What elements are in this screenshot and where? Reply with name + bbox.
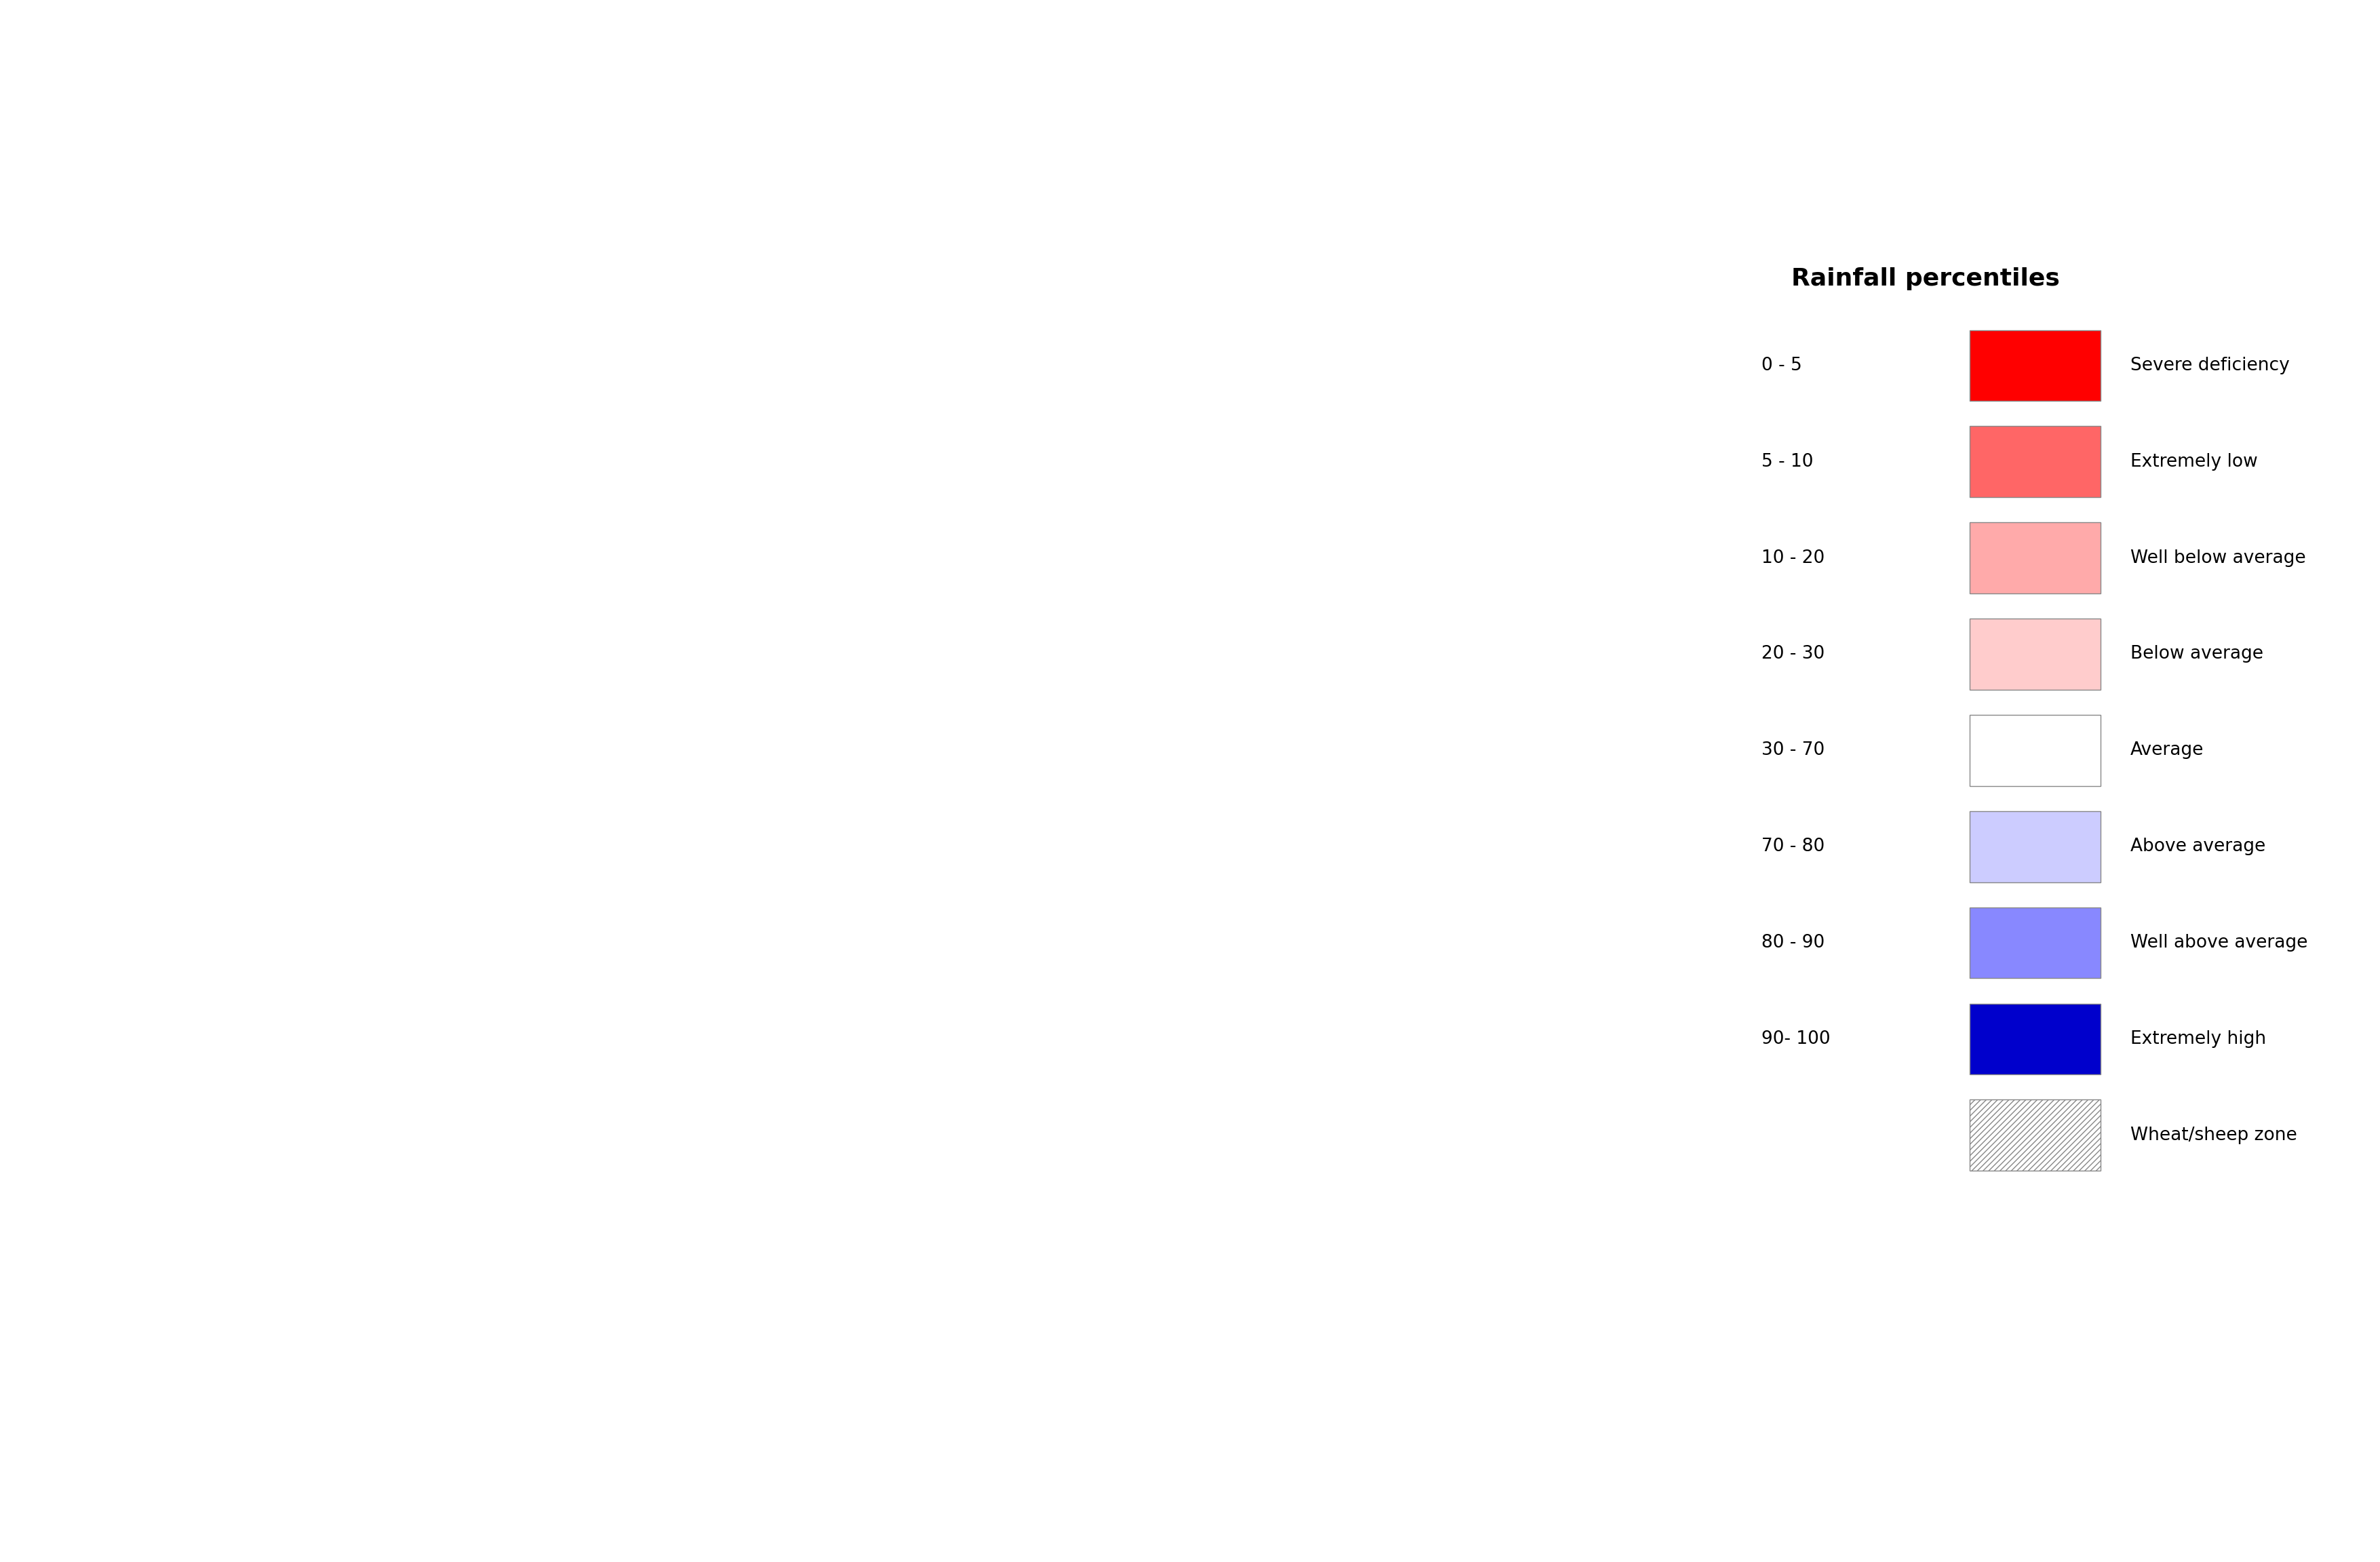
Text: Extremely high: Extremely high	[2130, 1031, 2266, 1048]
Text: Well below average: Well below average	[2130, 550, 2306, 567]
Text: Average: Average	[2130, 742, 2204, 759]
Text: 80 - 90: 80 - 90	[1761, 934, 1825, 951]
FancyBboxPatch shape	[1968, 522, 2099, 594]
Text: 5 - 10: 5 - 10	[1761, 453, 1814, 470]
Text: 20 - 30: 20 - 30	[1761, 645, 1825, 662]
Text: Below average: Below average	[2130, 645, 2263, 662]
Text: Above average: Above average	[2130, 837, 2266, 856]
Text: Extremely low: Extremely low	[2130, 453, 2259, 470]
Text: Rainfall percentiles: Rainfall percentiles	[1792, 267, 2059, 291]
FancyBboxPatch shape	[1968, 1003, 2099, 1075]
FancyBboxPatch shape	[1968, 330, 2099, 401]
FancyBboxPatch shape	[1968, 811, 2099, 883]
Text: 0 - 5: 0 - 5	[1761, 356, 1802, 375]
Text: 30 - 70: 30 - 70	[1761, 742, 1825, 759]
FancyBboxPatch shape	[1968, 426, 2099, 497]
FancyBboxPatch shape	[1968, 715, 2099, 786]
Text: 90- 100: 90- 100	[1761, 1031, 1830, 1048]
Text: 10 - 20: 10 - 20	[1761, 550, 1825, 567]
Text: Severe deficiency: Severe deficiency	[2130, 356, 2290, 375]
Text: Well above average: Well above average	[2130, 934, 2306, 951]
Text: 70 - 80: 70 - 80	[1761, 837, 1825, 856]
FancyBboxPatch shape	[1968, 908, 2099, 978]
Text: Wheat/sheep zone: Wheat/sheep zone	[2130, 1126, 2297, 1143]
FancyBboxPatch shape	[1968, 1100, 2099, 1172]
FancyBboxPatch shape	[1968, 619, 2099, 690]
